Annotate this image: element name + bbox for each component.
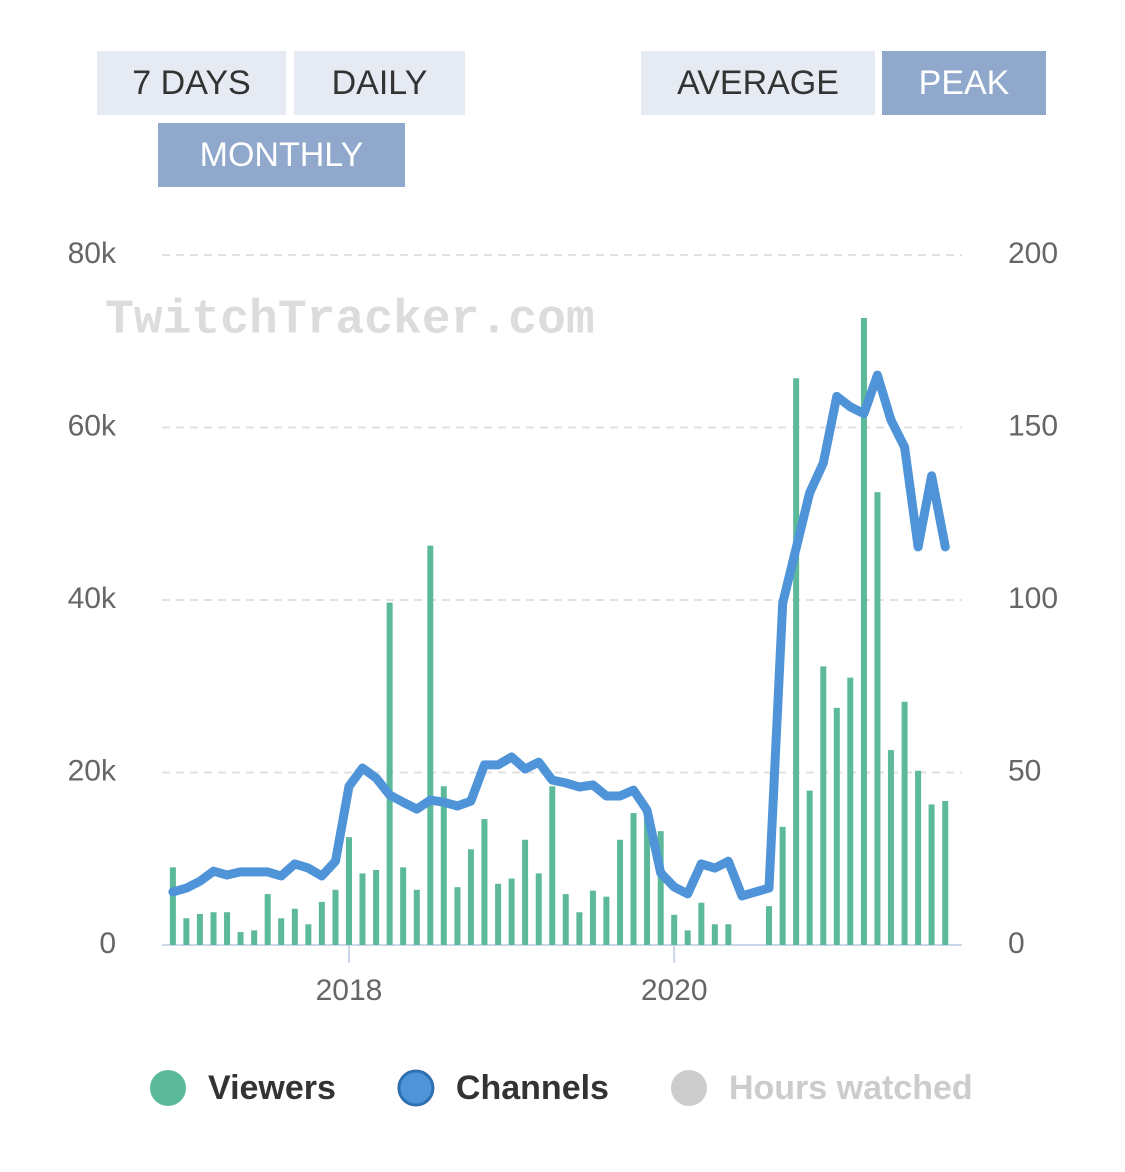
y-tick-label: 40k	[68, 582, 117, 615]
y2-tick-label: 0	[1008, 927, 1025, 960]
bar	[630, 813, 637, 945]
bar	[942, 800, 949, 945]
y2-tick-label: 100	[1008, 582, 1058, 615]
bar	[508, 878, 515, 945]
bar	[318, 901, 325, 945]
watermark: TwitchTracker.com	[105, 294, 595, 348]
legend-symbol	[150, 1070, 186, 1106]
bar	[535, 873, 542, 945]
mode-button[interactable]: AVERAGE	[641, 51, 875, 115]
y-tick-label: 60k	[68, 409, 117, 442]
bar	[833, 707, 840, 945]
bar	[224, 912, 231, 945]
bar	[305, 924, 312, 945]
bar	[386, 602, 393, 945]
y2-tick-label: 50	[1008, 754, 1041, 787]
bar	[603, 896, 610, 945]
y-tick-label: 0	[99, 927, 116, 960]
bar	[847, 677, 854, 945]
bar	[576, 912, 583, 945]
bar	[400, 867, 407, 945]
legend-symbol	[670, 1070, 707, 1106]
bar	[589, 890, 596, 945]
y-tick-label: 80k	[68, 237, 117, 270]
bar	[684, 930, 691, 945]
bar	[549, 786, 556, 945]
bar	[210, 912, 217, 945]
bar	[915, 770, 922, 945]
y2-tick-label: 150	[1008, 409, 1058, 442]
bar	[644, 809, 651, 945]
bar	[657, 831, 664, 945]
bar	[237, 932, 244, 945]
range-button[interactable]: MONTHLY	[158, 123, 405, 187]
bar	[617, 839, 624, 945]
bar	[440, 786, 447, 945]
bar	[495, 883, 502, 945]
bar	[711, 924, 718, 945]
bar	[196, 913, 203, 945]
bar	[251, 930, 258, 945]
y-tick-label: 20k	[68, 754, 117, 787]
bar	[345, 837, 352, 945]
bar	[373, 869, 380, 945]
bar	[467, 849, 474, 945]
bar	[765, 906, 772, 945]
bar	[725, 924, 732, 945]
bar	[928, 804, 935, 945]
bar	[562, 894, 569, 945]
bar	[291, 908, 298, 945]
bar	[779, 826, 786, 945]
bar	[332, 889, 339, 945]
legend-symbol	[397, 1069, 435, 1107]
range-button[interactable]: 7 DAYS	[97, 51, 286, 115]
legend-label[interactable]: Viewers	[208, 1069, 336, 1107]
x-tick-label: 2020	[641, 974, 708, 1007]
bar	[820, 666, 827, 945]
range-button[interactable]: DAILY	[294, 51, 465, 115]
bar	[454, 887, 461, 945]
bar	[183, 918, 190, 945]
x-tick-label: 2018	[316, 974, 383, 1007]
bar	[359, 873, 366, 945]
bar	[671, 914, 678, 945]
bar	[806, 790, 813, 945]
bar	[264, 894, 271, 945]
bar	[481, 819, 488, 945]
bar	[901, 701, 908, 945]
mode-button[interactable]: PEAK	[882, 51, 1046, 115]
y2-tick-label: 200	[1008, 237, 1058, 270]
bar	[698, 902, 705, 945]
bar	[874, 492, 881, 945]
bar	[860, 317, 867, 945]
legend-label[interactable]: Hours watched	[729, 1069, 973, 1107]
bar	[278, 918, 285, 945]
bar	[427, 545, 434, 945]
bar	[887, 750, 894, 945]
bar	[413, 889, 420, 945]
bar	[522, 839, 529, 945]
bar	[169, 867, 176, 945]
bar	[793, 378, 800, 945]
legend-label[interactable]: Channels	[456, 1069, 609, 1107]
line	[168, 370, 950, 901]
